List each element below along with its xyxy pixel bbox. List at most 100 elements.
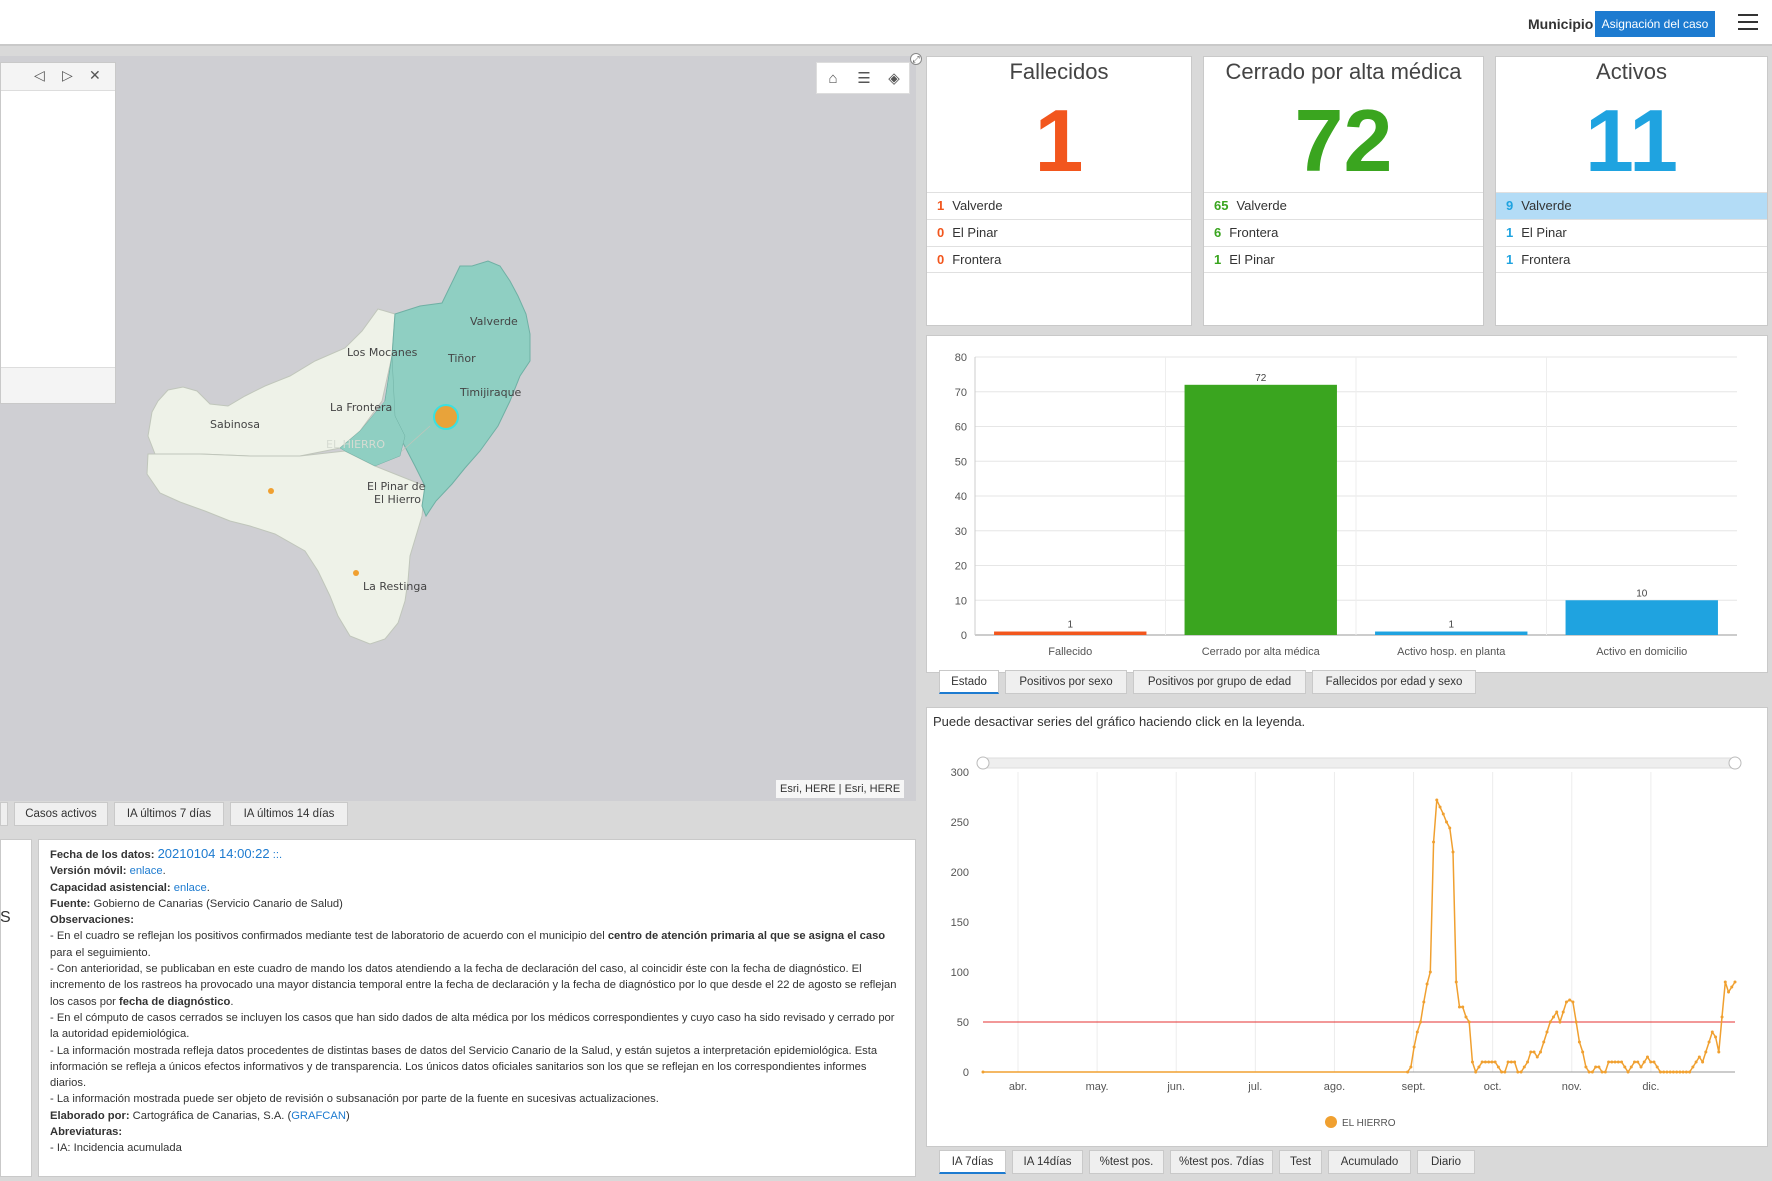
- sabinosa-case-marker[interactable]: [268, 488, 274, 494]
- y-tick-label: 300: [951, 767, 969, 779]
- data-point: [1496, 1065, 1500, 1069]
- list-item-selected[interactable]: 9 Valverde: [1496, 192, 1767, 219]
- slider-handle-left[interactable]: [976, 756, 990, 770]
- line-tab-test-pos[interactable]: %test pos.: [1089, 1150, 1164, 1174]
- data-point: [1684, 1070, 1688, 1074]
- grafcan-link[interactable]: GRAFCAN: [291, 1109, 346, 1122]
- bar[interactable]: [994, 631, 1147, 635]
- y-tick-label: 150: [951, 917, 969, 929]
- data-point: [1668, 1070, 1672, 1074]
- x-tick-label: dic.: [1642, 1081, 1659, 1093]
- place-label-la-frontera: La Frontera: [330, 401, 393, 414]
- map-tab-ia-14[interactable]: IA últimos 14 días: [230, 802, 348, 826]
- data-point: [1503, 1070, 1507, 1074]
- data-point: [1607, 1060, 1611, 1064]
- popup-next-icon[interactable]: ▷: [62, 67, 73, 83]
- list-item[interactable]: 0 Frontera: [927, 246, 1191, 273]
- map-tab-hidden[interactable]: [0, 802, 8, 826]
- series-line: [983, 799, 1736, 1074]
- legend-list-icon[interactable]: ☰: [857, 70, 871, 87]
- popup-close-icon[interactable]: ✕: [89, 67, 101, 83]
- data-point: [1464, 1015, 1468, 1019]
- data-point: [1720, 1015, 1724, 1019]
- asignacion-caso-button[interactable]: Asignación del caso: [1595, 11, 1715, 37]
- slider-handle-right[interactable]: [1728, 756, 1742, 770]
- data-point: [1513, 1060, 1517, 1064]
- legend-label[interactable]: EL HIERRO: [1342, 1118, 1396, 1129]
- line-tab-test[interactable]: Test: [1279, 1150, 1322, 1174]
- data-point: [1457, 1005, 1461, 1009]
- data-point: [1649, 1060, 1653, 1064]
- bar[interactable]: [1375, 631, 1528, 635]
- map-tab-ia-7[interactable]: IA últimos 7 días: [114, 802, 224, 826]
- movil-link[interactable]: enlace: [129, 865, 163, 878]
- map-canvas[interactable]: [0, 56, 916, 801]
- bar-tab-positivos-sexo[interactable]: Positivos por sexo: [1005, 670, 1127, 694]
- hamburger-menu-icon[interactable]: [1738, 14, 1758, 30]
- list-item[interactable]: 6 Frontera: [1204, 219, 1483, 246]
- data-point: [1675, 1070, 1679, 1074]
- map-tab-casos-activos[interactable]: Casos activos: [14, 802, 108, 826]
- legend-marker[interactable]: [1325, 1116, 1337, 1128]
- home-icon[interactable]: ⌂: [828, 70, 838, 87]
- data-point: [1445, 820, 1449, 824]
- map-view[interactable]: Valverde Los Mocanes Tiñor Timijiraque L…: [0, 56, 916, 801]
- obs-3: - En el cómputo de casos cerrados se inc…: [50, 1011, 895, 1041]
- x-tick-label: sept.: [1402, 1081, 1426, 1093]
- card-activos: Activos 11 9 Valverde 1 El Pinar 1 Frontera: [1495, 56, 1768, 326]
- data-point: [1730, 985, 1734, 989]
- list-item[interactable]: 1 El Pinar: [1496, 219, 1767, 246]
- list-item[interactable]: 1 Frontera: [1496, 246, 1767, 273]
- el-pinar-case-marker[interactable]: [353, 570, 359, 576]
- capacidad-link[interactable]: enlace: [173, 881, 207, 894]
- data-point: [1564, 1000, 1568, 1004]
- elaborado-line: Elaborado por: Cartográfica de Canarias,…: [50, 1109, 350, 1122]
- data-point: [1545, 1030, 1549, 1034]
- list-item[interactable]: 0 El Pinar: [927, 219, 1191, 246]
- abreviaturas-label: Abreviaturas:: [50, 1126, 123, 1139]
- data-point: [1678, 1070, 1682, 1074]
- line-tab-ia-7[interactable]: IA 7días: [939, 1150, 1006, 1174]
- bar-value-label: 1: [1067, 620, 1073, 631]
- valverde-municipality-highlight[interactable]: [384, 260, 531, 518]
- card-title: Cerrado por alta médica: [1225, 59, 1462, 84]
- bar-tab-fallecidos-edad-sexo[interactable]: Fallecidos por edad y sexo: [1312, 670, 1476, 694]
- data-point: [1610, 1060, 1614, 1064]
- tinor-case-marker[interactable]: [433, 404, 459, 430]
- popup-prev-icon[interactable]: ◁: [34, 67, 45, 83]
- data-point: [1454, 980, 1458, 984]
- y-tick-label: 200: [951, 867, 969, 879]
- data-point: [1490, 1060, 1494, 1064]
- bar[interactable]: [1184, 384, 1337, 635]
- line-tab-acumulado[interactable]: Acumulado: [1328, 1150, 1411, 1174]
- data-point: [1714, 1035, 1718, 1039]
- bar-tab-positivos-edad[interactable]: Positivos por grupo de edad: [1133, 670, 1306, 694]
- data-point: [1548, 1020, 1552, 1024]
- line-tab-test-pos-7[interactable]: %test pos. 7días: [1170, 1150, 1273, 1174]
- bar-value-label: 1: [1448, 620, 1454, 631]
- data-point: [1587, 1070, 1591, 1074]
- data-point: [1500, 1070, 1504, 1074]
- bar-tab-estado[interactable]: Estado: [939, 670, 999, 694]
- data-point: [1733, 980, 1737, 984]
- bar-chart[interactable]: 0 10 20 30 40 50 60 70 80 1 Fallecido 72 Cerrado por…: [927, 336, 1769, 674]
- list-item[interactable]: 1 Valverde: [927, 192, 1191, 219]
- layers-icon[interactable]: ◈: [888, 70, 900, 87]
- expand-icon[interactable]: ⤢: [910, 53, 922, 65]
- data-point: [1704, 1050, 1708, 1054]
- data-point: [1600, 1070, 1604, 1074]
- place-label-sabinosa: Sabinosa: [210, 418, 260, 431]
- line-tab-ia-14[interactable]: IA 14días: [1012, 1150, 1083, 1174]
- line-chart[interactable]: 0 50 100 150 200 250 300 abr. may. jun. jul. ago. se…: [927, 708, 1769, 1148]
- data-point: [1603, 1070, 1607, 1074]
- data-point: [1717, 1050, 1721, 1054]
- place-label-valverde: Valverde: [470, 315, 518, 328]
- capacidad-line: Capacidad asistencial: enlace.: [50, 881, 210, 894]
- list-item[interactable]: 1 El Pinar: [1204, 246, 1483, 273]
- top-header-bar: [0, 0, 1772, 46]
- line-tab-diario[interactable]: Diario: [1417, 1150, 1475, 1174]
- list-item[interactable]: 65 Valverde: [1204, 192, 1483, 219]
- fecha-value: 20210104 14:00:22: [157, 846, 270, 861]
- x-tick-label: oct.: [1484, 1081, 1502, 1093]
- bar[interactable]: [1565, 600, 1718, 635]
